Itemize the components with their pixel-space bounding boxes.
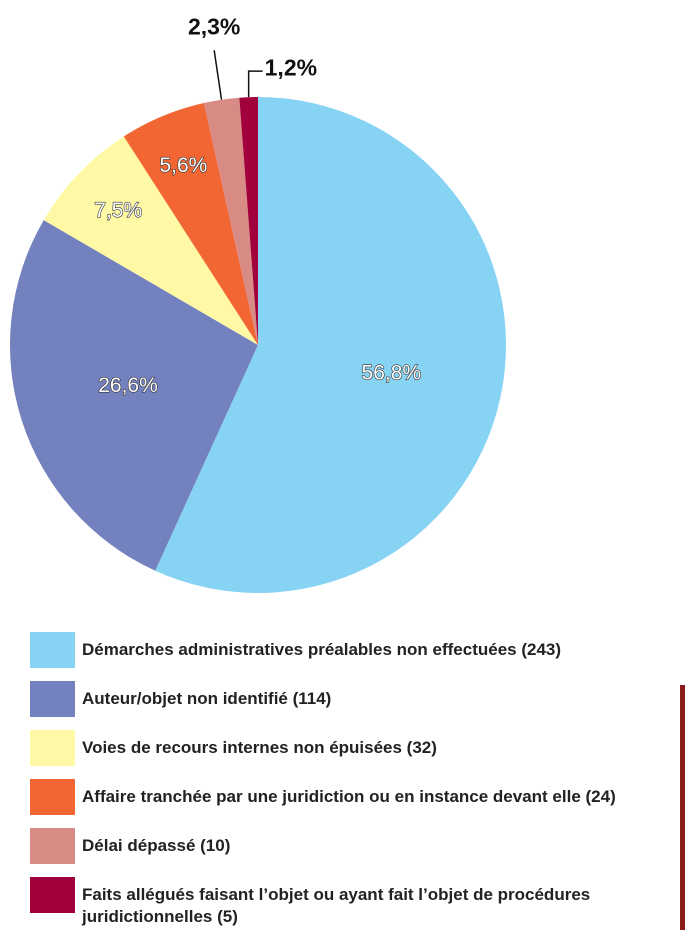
pie-slice [43, 136, 258, 345]
legend-item: Affaire tranchée par une juridiction ou … [30, 779, 670, 815]
legend-label: Délai dépassé (10) [82, 836, 231, 855]
leader-line [213, 50, 223, 100]
leader-line [247, 70, 263, 98]
legend-swatch [30, 828, 75, 864]
legend-swatch [30, 632, 75, 668]
legend: Démarches administratives préalables non… [30, 632, 670, 941]
decor-bar [680, 685, 685, 930]
legend-item: Faits allégués faisant l’objet ou ayant … [30, 877, 670, 928]
pie-slice [203, 97, 258, 345]
legend-label: Démarches administratives préalables non… [82, 640, 562, 659]
legend-swatch [30, 730, 75, 766]
legend-swatch [30, 877, 75, 913]
legend-item: Démarches administratives préalables non… [30, 632, 670, 668]
legend-label: Voies de recours internes non épuisées (… [82, 738, 437, 757]
legend-swatch [30, 681, 75, 717]
legend-swatch [30, 779, 75, 815]
slice-label: 2,3% [188, 13, 240, 39]
legend-label: Faits allégués faisant l’objet ou ayant … [82, 885, 591, 926]
slice-label: 5,6% [159, 154, 207, 177]
pie-slice [123, 102, 258, 345]
slice-label: 26,6% [98, 374, 158, 397]
legend-label: Auteur/objet non identifié (114) [82, 689, 332, 708]
slice-label: 1,2% [265, 54, 317, 80]
legend-item: Auteur/objet non identifié (114) [30, 681, 670, 717]
legend-label: Affaire tranchée par une juridiction ou … [82, 787, 616, 806]
legend-item: Voies de recours internes non épuisées (… [30, 730, 670, 766]
pie-slice [155, 97, 506, 593]
slice-label: 56,8% [362, 361, 422, 384]
slice-label: 7,5% [94, 199, 142, 222]
pie-slice [239, 97, 258, 345]
pie-slice [9, 220, 259, 571]
legend-item: Délai dépassé (10) [30, 828, 670, 864]
